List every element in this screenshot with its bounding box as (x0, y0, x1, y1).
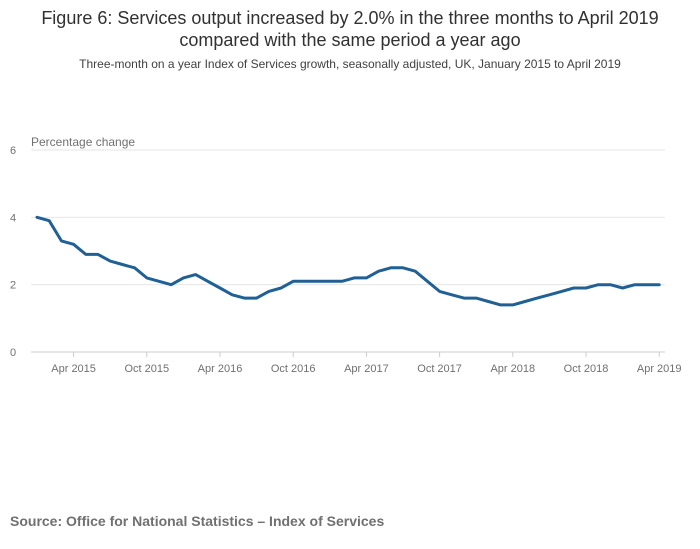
y-tick-label: 0 (10, 347, 16, 359)
chart-subtitle: Three-month on a year Index of Services … (79, 57, 621, 71)
source-note: Source: Office for National Statistics –… (10, 513, 385, 529)
x-axis-ticks: Apr 2015 Oct 2015 Apr 2016 Oct 2016 Apr 2017… (51, 352, 682, 375)
x-tick-label: Oct 2018 (564, 363, 609, 375)
x-tick-label: Oct 2015 (124, 363, 169, 375)
x-tick-label: Apr 2016 (198, 363, 243, 375)
series-line (35, 215, 661, 307)
y-tick-label: 6 (10, 145, 16, 157)
y-axis-label: Percentage change (31, 135, 135, 149)
y-axis: 0 2 4 6 (10, 145, 16, 359)
x-tick-label: Oct 2016 (271, 363, 316, 375)
y-tick-label: 4 (10, 212, 16, 224)
x-tick-label: Apr 2018 (490, 363, 535, 375)
x-tick-label: Apr 2017 (344, 363, 389, 375)
gridlines (31, 149, 665, 286)
x-tick-label: Apr 2015 (51, 363, 96, 375)
chart-title: Figure 6: Services output increased by 2… (41, 8, 659, 50)
x-tick-label: Apr 2019 (637, 363, 682, 375)
x-tick-label: Oct 2017 (417, 363, 462, 375)
y-tick-label: 2 (10, 280, 16, 292)
series-group (35, 215, 661, 307)
